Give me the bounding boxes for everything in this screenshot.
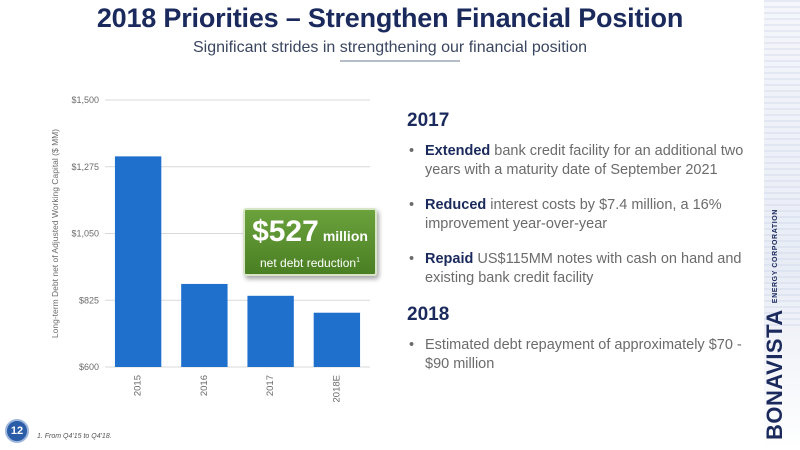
x-tick-label: 2015: [133, 375, 144, 396]
callout-amount: $527: [252, 215, 319, 248]
debt-bar-chart: $600 $825 $1,050 $1,275 $1,500 Long-term Debt…: [30, 90, 390, 410]
chart-svg: $600 $825 $1,050 $1,275 $1,500 Long-term Debt…: [50, 95, 370, 402]
bar-2018E: [313, 312, 361, 367]
bullet-reduced: Reduced interest costs by $7.4 million, …: [407, 196, 759, 234]
callout-text: net debt reduction: [260, 256, 357, 270]
callout-main: $527 million: [245, 216, 375, 253]
bar-2015: [114, 156, 162, 367]
section-heading-2017: 2017: [407, 110, 450, 131]
callout-footnote-mark: 1: [356, 257, 360, 264]
bar-2017: [247, 295, 294, 367]
bullet-repaid: Repaid US$115MM notes with cash on hand …: [407, 250, 759, 288]
y-axis-label: Long-term Debt net of Adjusted Working C…: [50, 129, 60, 338]
bar-2016: [181, 283, 228, 367]
bullet-estimated-repayment: Estimated debt repayment of approximatel…: [407, 336, 759, 374]
bullet-text: US$115MM notes with cash on hand and exi…: [425, 251, 742, 286]
page-title: 2018 Priorities – Strengthen Financial P…: [96, 3, 684, 33]
x-tick-label: 2017: [265, 375, 276, 396]
company-logo: BONAVISTA ENERGY CORPORATION: [762, 209, 788, 440]
page-number-badge: 12: [5, 419, 29, 443]
x-tick-label: 2018E: [331, 375, 342, 402]
y-tick-label: $600: [79, 362, 99, 372]
bullet-lead: Reduced: [425, 197, 487, 213]
footnote: 1. From Q4'15 to Q4'18.: [37, 433, 112, 440]
bullet-lead: Repaid: [425, 251, 474, 267]
section-heading-2018: 2018: [407, 304, 450, 325]
y-tick-label: $1,500: [71, 95, 99, 105]
brand-subtitle: ENERGY CORPORATION: [771, 209, 779, 304]
brand-name: BONAVISTA: [762, 309, 787, 440]
subtitle-underline: [340, 60, 460, 62]
bullet-text: bank credit facility for an additional t…: [425, 143, 744, 178]
callout-unit: million: [322, 228, 368, 244]
bullet-text: Estimated debt repayment of approximatel…: [425, 337, 742, 372]
y-tick-label: $825: [79, 295, 99, 305]
x-tick-label: 2016: [199, 375, 210, 396]
brand-strip: [764, 0, 800, 450]
debt-reduction-callout: $527 million net debt reduction1: [243, 208, 377, 276]
callout-text-row: net debt reduction1: [245, 253, 375, 271]
page-subtitle: Significant strides in strengthening our…: [192, 39, 587, 56]
bullet-extended: Extended bank credit facility for an add…: [407, 142, 759, 180]
bullet-lead: Extended: [425, 143, 491, 159]
bullet-text: interest costs by $7.4 million, a 16% im…: [425, 197, 722, 232]
y-tick-label: $1,275: [71, 162, 99, 172]
priorities-panel: 2017 Extended bank credit facility for a…: [407, 110, 759, 390]
y-tick-label: $1,050: [71, 229, 99, 239]
